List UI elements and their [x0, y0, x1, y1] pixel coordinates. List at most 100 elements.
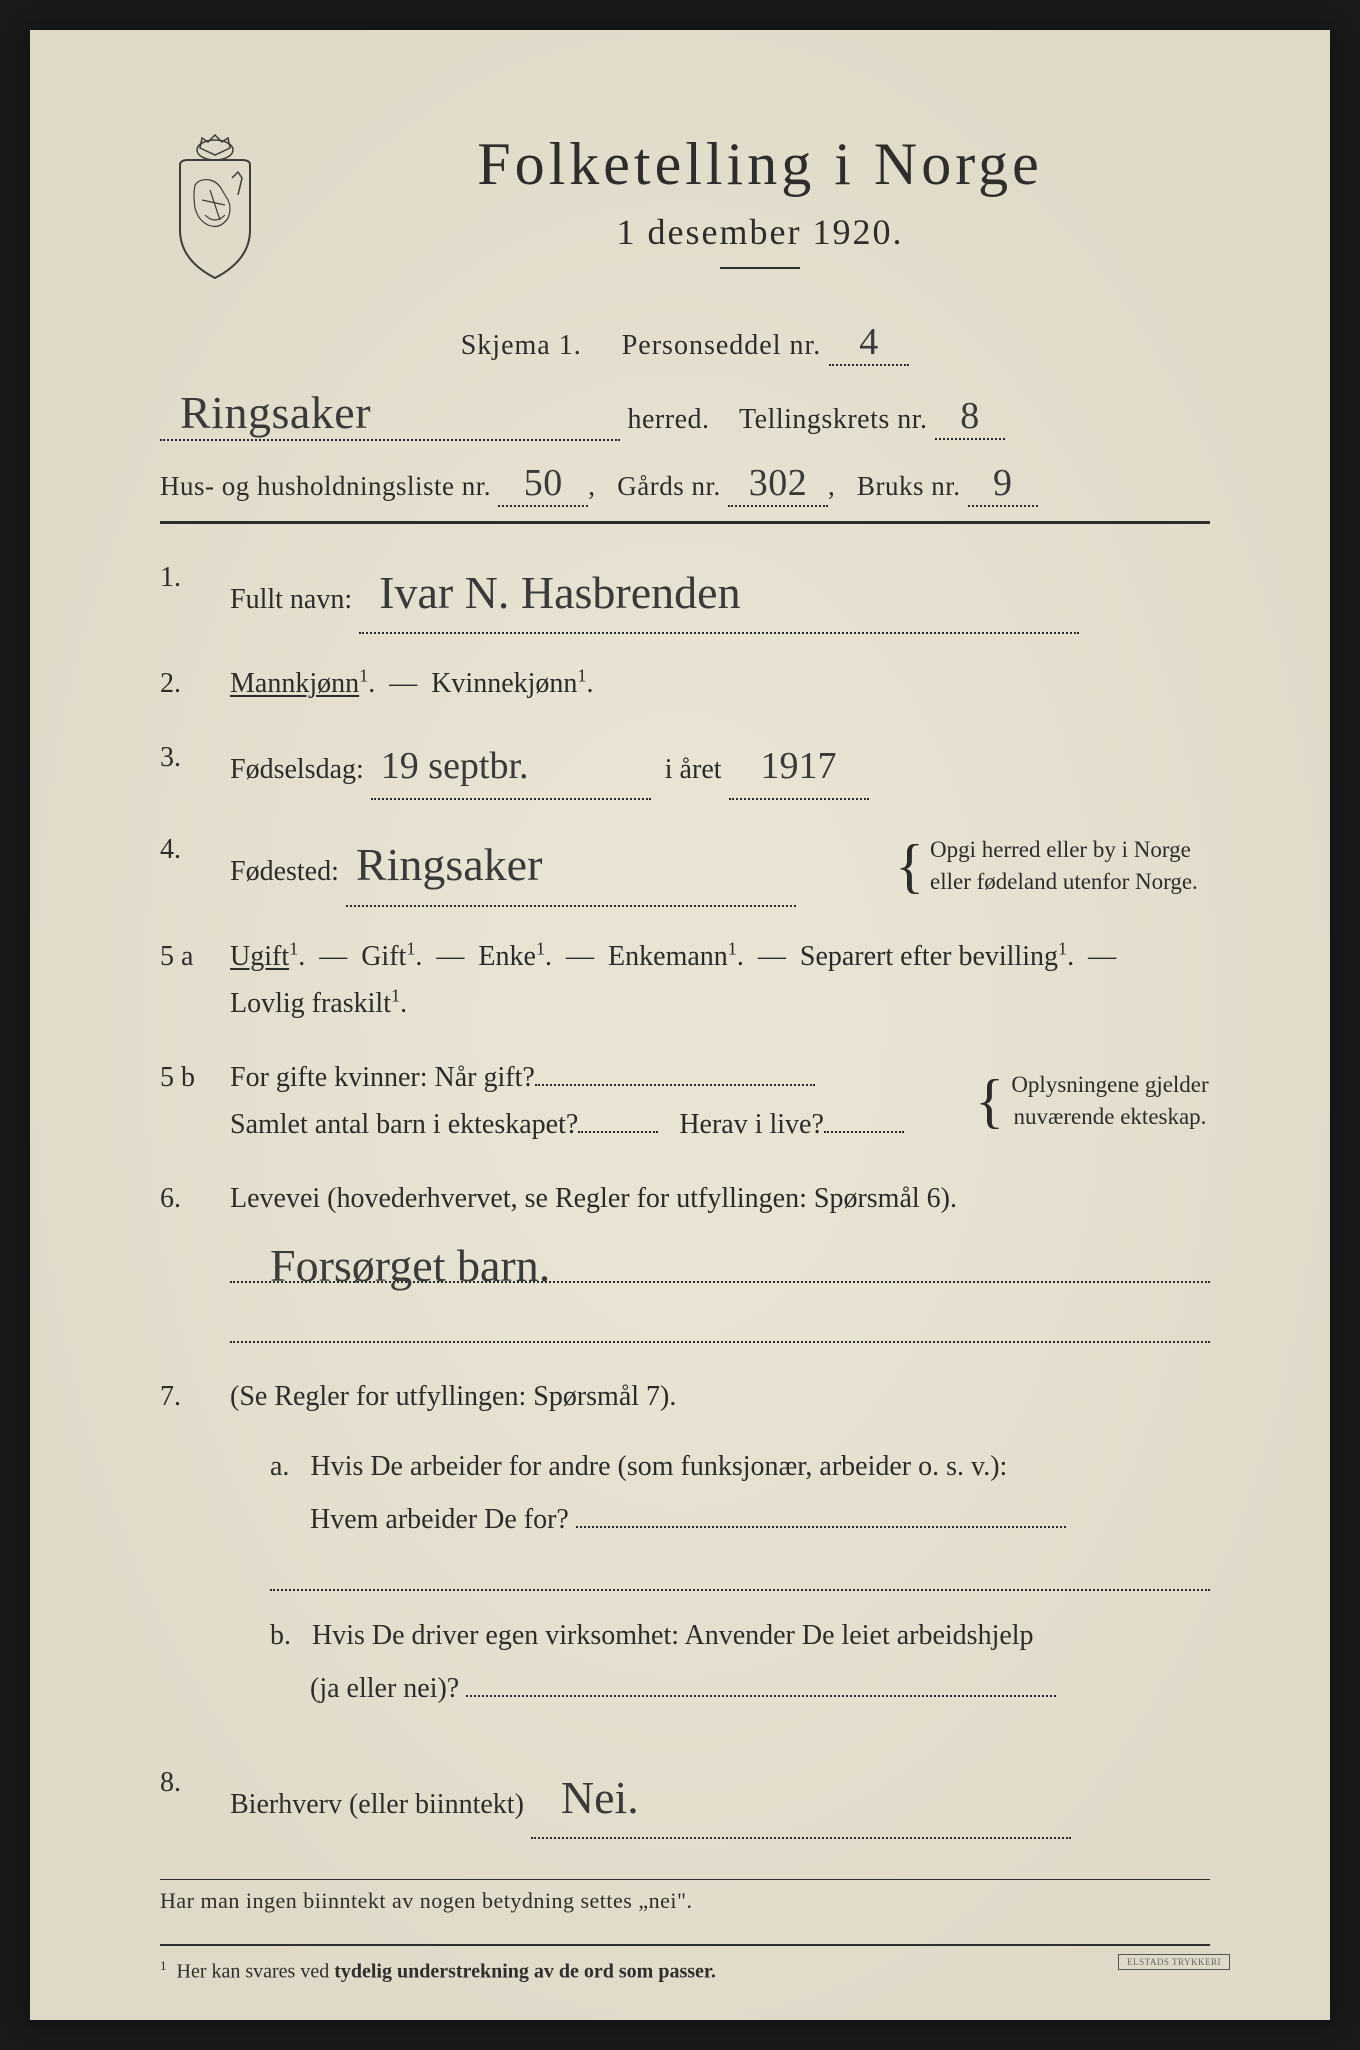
q3-body: Fødselsdag: 19 septbr. i året 1917 — [230, 734, 1210, 801]
q4-label: Fødested: — [230, 856, 339, 887]
q6-line1: Forsørget barn. — [230, 1227, 1210, 1283]
tellingskrets-label: Tellingskrets nr. — [739, 404, 928, 435]
footer-divider-1 — [160, 1879, 1210, 1880]
question-2: 2. Mannkjønn1. — Kvinnekjønn1. — [160, 660, 1210, 708]
title-divider — [720, 267, 800, 269]
brace-icon-2: { — [975, 1086, 1004, 1116]
meta-line-1: Skjema 1. Personseddel nr. 4 — [160, 320, 1210, 366]
q8-label: Bierhverv (eller biinntekt) — [230, 1789, 524, 1820]
herred-value: Ringsaker — [160, 386, 620, 441]
bruks-label: Bruks nr. — [857, 471, 961, 501]
q5b-note-wrap: {Oplysningene gjelder nuværende ekteskap… — [975, 1069, 1210, 1133]
footer-divider-2 — [160, 1944, 1210, 1946]
q1-label: Fullt navn: — [230, 584, 352, 615]
q6-value: Forsørget barn. — [230, 1227, 550, 1305]
q5b-main: For gifte kvinner: Når gift? Samlet anta… — [230, 1054, 955, 1149]
footer-note: Har man ingen biinntekt av nogen betydni… — [160, 1888, 1210, 1914]
q3-label: Fødselsdag: — [230, 754, 364, 785]
footnote-num: 1 — [160, 1958, 167, 1973]
q3-year: 1917 — [729, 734, 869, 801]
coat-of-arms-icon — [160, 130, 270, 280]
q6-label: Levevei (hovederhvervet, se Regler for u… — [230, 1183, 957, 1214]
gards-label: Gårds nr. — [617, 471, 720, 501]
meta-line-2: Ringsaker herred. Tellingskrets nr. 8 — [160, 386, 1210, 441]
gards-value: 302 — [728, 461, 828, 507]
q1-value: Ivar N. Hasbrenden — [359, 554, 1079, 634]
q7b-value — [466, 1695, 1056, 1697]
q1-num: 1. — [160, 554, 210, 634]
q3-day: 19 septbr. — [371, 734, 651, 801]
q5a-ugift: Ugift — [230, 941, 289, 972]
q7-num: 7. — [160, 1373, 210, 1733]
q7b-text1: Hvis De driver egen virksomhet: Anvender… — [312, 1620, 1034, 1651]
question-5b: 5 b For gifte kvinner: Når gift? Samlet … — [160, 1054, 1210, 1149]
q7a-value — [576, 1526, 1066, 1528]
personseddel-value: 4 — [829, 320, 909, 366]
husliste-label: Hus- og husholdningsliste nr. — [160, 471, 491, 501]
q5a-body: Ugift1. — Gift1. — Enke1. — Enkemann1. —… — [230, 933, 1210, 1028]
q5b-val3 — [824, 1131, 904, 1133]
printer-stamp: ELSTADS TRYKKERI — [1118, 1954, 1230, 1970]
q3-num: 3. — [160, 734, 210, 801]
footnote: 1 Her kan svares ved tydelig understrekn… — [160, 1958, 1210, 1984]
brace-icon: { — [895, 851, 924, 881]
q4-body: Fødested: Ringsaker {Opgi herred eller b… — [230, 826, 1210, 906]
q7a: a. Hvis De arbeider for andre (som funks… — [270, 1440, 1210, 1590]
q5a-enke: Enke — [478, 941, 536, 972]
question-4: 4. Fødested: Ringsaker {Opgi herred elle… — [160, 826, 1210, 906]
tellingskrets-value: 8 — [935, 394, 1005, 440]
header: Folketelling i Norge 1 desember 1920. — [160, 130, 1210, 280]
question-8: 8. Bierhverv (eller biinntekt) Nei. — [160, 1759, 1210, 1839]
q5a-fraskilt: Lovlig fraskilt — [230, 988, 391, 1019]
q5a-num: 5 a — [160, 933, 210, 1028]
q7a-text1: Hvis De arbeider for andre (som funksjon… — [310, 1451, 1007, 1482]
q5b-body: For gifte kvinner: Når gift? Samlet anta… — [230, 1054, 1210, 1149]
title-block: Folketelling i Norge 1 desember 1920. — [310, 130, 1210, 269]
divider-top — [160, 521, 1210, 524]
q8-num: 8. — [160, 1759, 210, 1839]
q7-body: (Se Regler for utfyllingen: Spørsmål 7).… — [230, 1373, 1210, 1733]
main-title: Folketelling i Norge — [310, 130, 1210, 199]
sub-title: 1 desember 1920. — [310, 211, 1210, 253]
q5b-val1 — [535, 1084, 815, 1086]
q6-body: Levevei (hovederhvervet, se Regler for u… — [230, 1175, 1210, 1343]
q5b-label3: Herav i live? — [679, 1109, 824, 1140]
q8-body: Bierhverv (eller biinntekt) Nei. — [230, 1759, 1210, 1839]
q7a-line2 — [270, 1551, 1210, 1591]
personseddel-label: Personseddel nr. — [622, 330, 822, 361]
q4-main: Fødested: Ringsaker — [230, 826, 875, 906]
footnote-text: Her kan svares ved tydelig understreknin… — [177, 1961, 716, 1983]
crest-svg — [160, 130, 270, 280]
q7a-label: a. — [270, 1451, 289, 1482]
question-3: 3. Fødselsdag: 19 septbr. i året 1917 — [160, 734, 1210, 801]
q8-value: Nei. — [531, 1759, 1071, 1839]
q5b-val2 — [578, 1131, 658, 1133]
q4-value: Ringsaker — [346, 826, 796, 906]
meta-line-3: Hus- og husholdningsliste nr. 50, Gårds … — [160, 461, 1210, 507]
herred-label: herred. — [628, 404, 710, 435]
q4-note-wrap: {Opgi herred eller by i Norge eller føde… — [895, 834, 1210, 898]
q2-num: 2. — [160, 660, 210, 708]
q6-num: 6. — [160, 1175, 210, 1343]
q7-label: (Se Regler for utfyllingen: Spørsmål 7). — [230, 1381, 676, 1412]
q4-num: 4. — [160, 826, 210, 906]
bruks-value: 9 — [968, 461, 1038, 507]
q1-body: Fullt navn: Ivar N. Hasbrenden — [230, 554, 1210, 634]
q7b-text2: (ja eller nei)? — [310, 1673, 459, 1704]
question-7: 7. (Se Regler for utfyllingen: Spørsmål … — [160, 1373, 1210, 1733]
q7b: b. Hvis De driver egen virksomhet: Anven… — [270, 1609, 1210, 1715]
q3-year-label: i året — [665, 754, 722, 785]
census-form-page: Folketelling i Norge 1 desember 1920. Sk… — [30, 30, 1330, 2020]
question-6: 6. Levevei (hovederhvervet, se Regler fo… — [160, 1175, 1210, 1343]
q4-note: Opgi herred eller by i Norge eller fødel… — [930, 834, 1210, 898]
q5b-label2: Samlet antal barn i ekteskapet? — [230, 1109, 578, 1140]
question-5a: 5 a Ugift1. — Gift1. — Enke1. — Enkemann… — [160, 933, 1210, 1028]
q2-mann: Mannkjønn — [230, 668, 359, 699]
skjema-label: Skjema 1. — [461, 330, 582, 361]
q5b-num: 5 b — [160, 1054, 210, 1149]
question-1: 1. Fullt navn: Ivar N. Hasbrenden — [160, 554, 1210, 634]
q2-kvinne: Kvinnekjønn — [431, 668, 577, 699]
q5a-gift: Gift — [361, 941, 406, 972]
q5a-separert: Separert efter bevilling — [800, 941, 1058, 972]
q5a-enkemann: Enkemann — [608, 941, 728, 972]
